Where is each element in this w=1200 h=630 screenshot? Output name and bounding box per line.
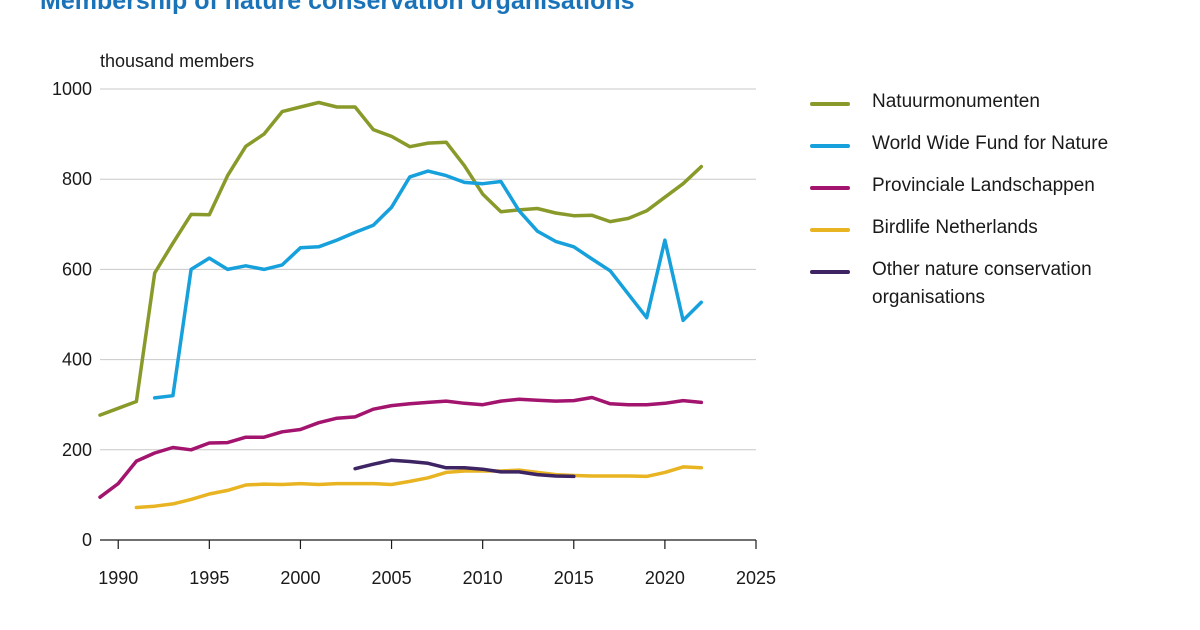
line-chart: 0 200 400 600 800 1000 1990 1995 2000 2005 2010 201… bbox=[52, 51, 776, 588]
x-tick-label: 2000 bbox=[280, 568, 320, 588]
legend-swatch bbox=[810, 186, 850, 190]
legend-swatch bbox=[810, 228, 850, 232]
series-line-0 bbox=[98, 100, 704, 417]
x-tick-label: 2020 bbox=[645, 568, 685, 588]
y-tick-label: 1000 bbox=[52, 79, 92, 99]
y-tick-label: 600 bbox=[62, 259, 92, 279]
legend-swatch bbox=[810, 144, 850, 148]
series-line-4 bbox=[353, 458, 576, 479]
legend-label: World Wide Fund for Nature bbox=[872, 133, 1109, 154]
legend-swatch bbox=[810, 102, 850, 106]
x-tick-label: 2015 bbox=[554, 568, 594, 588]
legend-item: Provinciale Landschappen bbox=[810, 172, 1190, 214]
legend: Natuurmonumenten World Wide Fund for Natu… bbox=[810, 88, 1190, 308]
legend-label: Natuurmonumenten bbox=[872, 91, 1040, 112]
x-tick-label: 2005 bbox=[372, 568, 412, 588]
legend-swatch bbox=[810, 270, 850, 274]
x-tick-label: 2025 bbox=[736, 568, 776, 588]
y-tick-label: 800 bbox=[62, 169, 92, 189]
legend-item: Natuurmonumenten bbox=[810, 88, 1190, 130]
y-tick-label: 200 bbox=[62, 440, 92, 460]
y-tick-label: 0 bbox=[82, 530, 92, 550]
series-line-3 bbox=[134, 465, 704, 510]
series-line-2 bbox=[98, 395, 704, 499]
legend-item: Other nature conservation organisations bbox=[810, 256, 1190, 308]
x-tick-label: 1995 bbox=[189, 568, 229, 588]
y-axis-title: thousand members bbox=[100, 51, 254, 71]
legend-label: Provinciale Landschappen bbox=[872, 175, 1095, 196]
x-tick-label: 1990 bbox=[98, 568, 138, 588]
gridlines bbox=[100, 88, 756, 451]
axes: 0 200 400 600 800 1000 1990 1995 2000 2005 2010 201… bbox=[52, 79, 776, 588]
y-tick-label: 400 bbox=[62, 350, 92, 370]
chart-title: Membership of nature conservation organi… bbox=[40, 0, 635, 15]
series-lines bbox=[98, 100, 704, 510]
legend-label: Birdlife Netherlands bbox=[872, 217, 1038, 238]
legend-item: Birdlife Netherlands bbox=[810, 214, 1190, 256]
legend-item: World Wide Fund for Nature bbox=[810, 130, 1190, 172]
series-line-1 bbox=[152, 169, 704, 400]
x-tick-label: 2010 bbox=[463, 568, 503, 588]
legend-label: Other nature conservation organisations bbox=[872, 259, 1092, 308]
